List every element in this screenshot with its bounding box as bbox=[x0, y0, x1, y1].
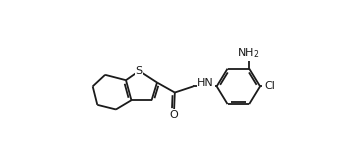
Text: O: O bbox=[170, 110, 178, 120]
Text: HN: HN bbox=[197, 78, 214, 88]
Text: NH$_2$: NH$_2$ bbox=[237, 46, 260, 60]
Text: Cl: Cl bbox=[265, 81, 276, 91]
Text: S: S bbox=[136, 66, 143, 76]
